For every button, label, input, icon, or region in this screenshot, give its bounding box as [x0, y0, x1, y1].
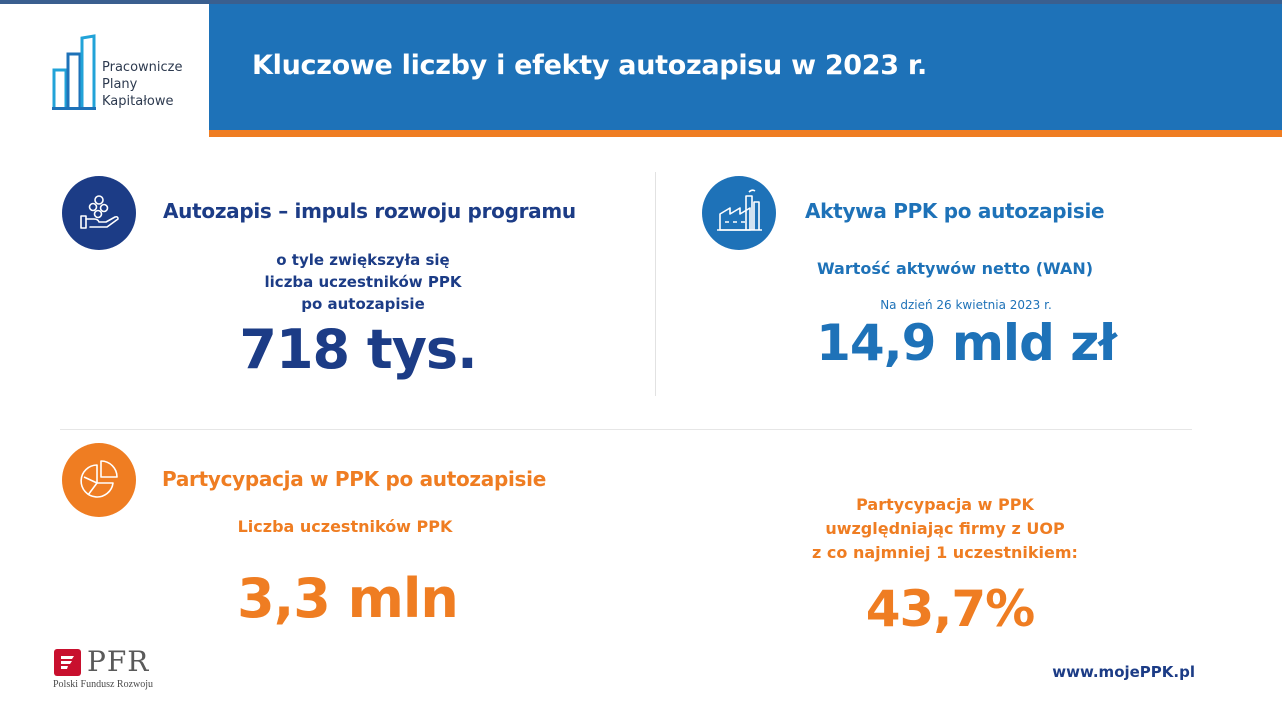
partycypacja-uop-value: 43,7% — [865, 580, 1035, 638]
pfr-mark-icon — [54, 649, 81, 676]
top-strip — [0, 0, 1282, 4]
section-title-autozapis: Autozapis – impuls rozwoju programu — [163, 199, 576, 223]
partycypacja-value: 3,3 mln — [237, 567, 459, 630]
partycypacja-uop-description: Partycypacja w PPK uwzględniając firmy z… — [780, 493, 1110, 565]
uop-desc-line-2: uwzględniając firmy z UOP — [825, 519, 1065, 538]
pfr-full-name: Polski Fundusz Rozwoju — [53, 679, 154, 690]
autozapis-desc-line-2: liczba uczestników PPK — [264, 273, 462, 291]
header-bar — [209, 4, 1282, 132]
uop-desc-line-3: z co najmniej 1 uczestnikiem: — [812, 543, 1078, 562]
hand-coins-icon — [62, 176, 136, 250]
autozapis-desc-line-1: o tyle zwiększyła się — [276, 251, 450, 269]
ppk-logo: Pracownicze Plany Kapitałowe — [0, 4, 209, 136]
aktywa-date: Na dzień 26 kwietnia 2023 r. — [880, 298, 1052, 312]
page-title: Kluczowe liczby i efekty autozapisu w 20… — [252, 50, 927, 81]
pfr-logo: PFR Polski Fundusz Rozwoju — [52, 645, 172, 696]
factory-icon — [702, 176, 776, 250]
vertical-divider — [655, 172, 656, 396]
header-accent-line — [209, 130, 1282, 137]
section-title-aktywa: Aktywa PPK po autozapisie — [805, 199, 1105, 223]
partycypacja-subtitle: Liczba uczestników PPK — [237, 517, 453, 536]
building-bars-logo — [52, 34, 96, 110]
logo-line-3: Kapitałowe — [102, 94, 174, 109]
logo-line-2: Plany — [102, 77, 138, 92]
pie-chart-icon — [62, 443, 136, 517]
autozapis-desc-line-3: po autozapisie — [301, 295, 425, 313]
aktywa-subtitle: Wartość aktywów netto (WAN) — [816, 259, 1094, 278]
pfr-name: PFR — [87, 645, 150, 678]
logo-line-1: Pracownicze — [102, 60, 183, 75]
autozapis-value: 718 tys. — [239, 318, 477, 381]
horizontal-divider — [60, 429, 1192, 430]
website-link[interactable]: www.mojePPK.pl — [1052, 663, 1195, 681]
aktywa-value: 14,9 mld zł — [816, 314, 1117, 372]
autozapis-description: o tyle zwiększyła się liczba uczestników… — [213, 249, 513, 315]
logo-text: Pracownicze Plany Kapitałowe — [102, 59, 182, 110]
section-title-partycypacja: Partycypacja w PPK po autozapisie — [162, 467, 546, 491]
uop-desc-line-1: Partycypacja w PPK — [856, 495, 1034, 514]
